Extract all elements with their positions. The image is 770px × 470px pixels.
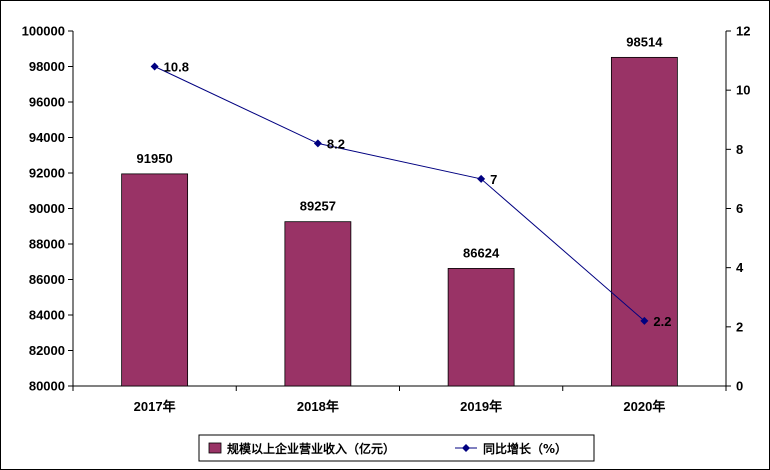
legend-box <box>198 434 595 462</box>
legend-bar-swatch <box>208 442 222 454</box>
growth-point <box>313 139 322 148</box>
y-right-tick-label: 6 <box>736 201 743 216</box>
bar <box>284 221 352 387</box>
y-left-tick-label: 94000 <box>29 130 65 145</box>
x-tick-label: 2019年 <box>460 399 502 414</box>
bar <box>610 56 678 387</box>
y-left-tick-label: 88000 <box>29 237 65 252</box>
line-data-label: 8.2 <box>327 136 345 151</box>
y-left-tick-label: 80000 <box>29 379 65 394</box>
y-right-tick-label: 0 <box>736 379 743 394</box>
x-tick-label: 2020年 <box>623 399 665 414</box>
y-left-tick-label: 96000 <box>29 95 65 110</box>
y-left-tick-label: 92000 <box>29 166 65 181</box>
y-right-tick-label: 10 <box>736 83 750 98</box>
bar <box>447 268 515 387</box>
y-left-tick-label: 100000 <box>22 24 65 39</box>
growth-point <box>150 62 159 71</box>
x-tick-label: 2018年 <box>297 399 339 414</box>
line-data-label: 7 <box>490 172 497 187</box>
growth-point <box>477 174 486 183</box>
line-data-label: 2.2 <box>653 314 671 329</box>
y-left-tick-label: 82000 <box>29 343 65 358</box>
y-right-tick-label: 2 <box>736 319 743 334</box>
growth-point <box>640 316 649 325</box>
bar-data-label: 89257 <box>300 199 336 214</box>
legend-line-label: 同比增长（%） <box>483 441 567 456</box>
bar-data-label: 86624 <box>463 245 500 260</box>
y-left-tick-label: 84000 <box>29 308 65 323</box>
bar <box>121 173 189 387</box>
legend-line-marker <box>462 444 470 452</box>
y-right-tick-label: 4 <box>736 260 744 275</box>
x-tick-label: 2017年 <box>134 399 176 414</box>
y-right-tick-label: 12 <box>736 24 750 39</box>
y-left-tick-label: 98000 <box>29 59 65 74</box>
growth-line <box>154 66 645 322</box>
y-left-tick-label: 86000 <box>29 272 65 287</box>
line-data-label: 10.8 <box>164 60 189 75</box>
bar-data-label: 91950 <box>137 151 173 166</box>
bar-data-label: 98514 <box>626 34 663 49</box>
legend-bar-label: 规模以上企业营业收入（亿元） <box>227 441 395 456</box>
y-right-tick-label: 8 <box>736 142 743 157</box>
y-left-tick-label: 90000 <box>29 201 65 216</box>
